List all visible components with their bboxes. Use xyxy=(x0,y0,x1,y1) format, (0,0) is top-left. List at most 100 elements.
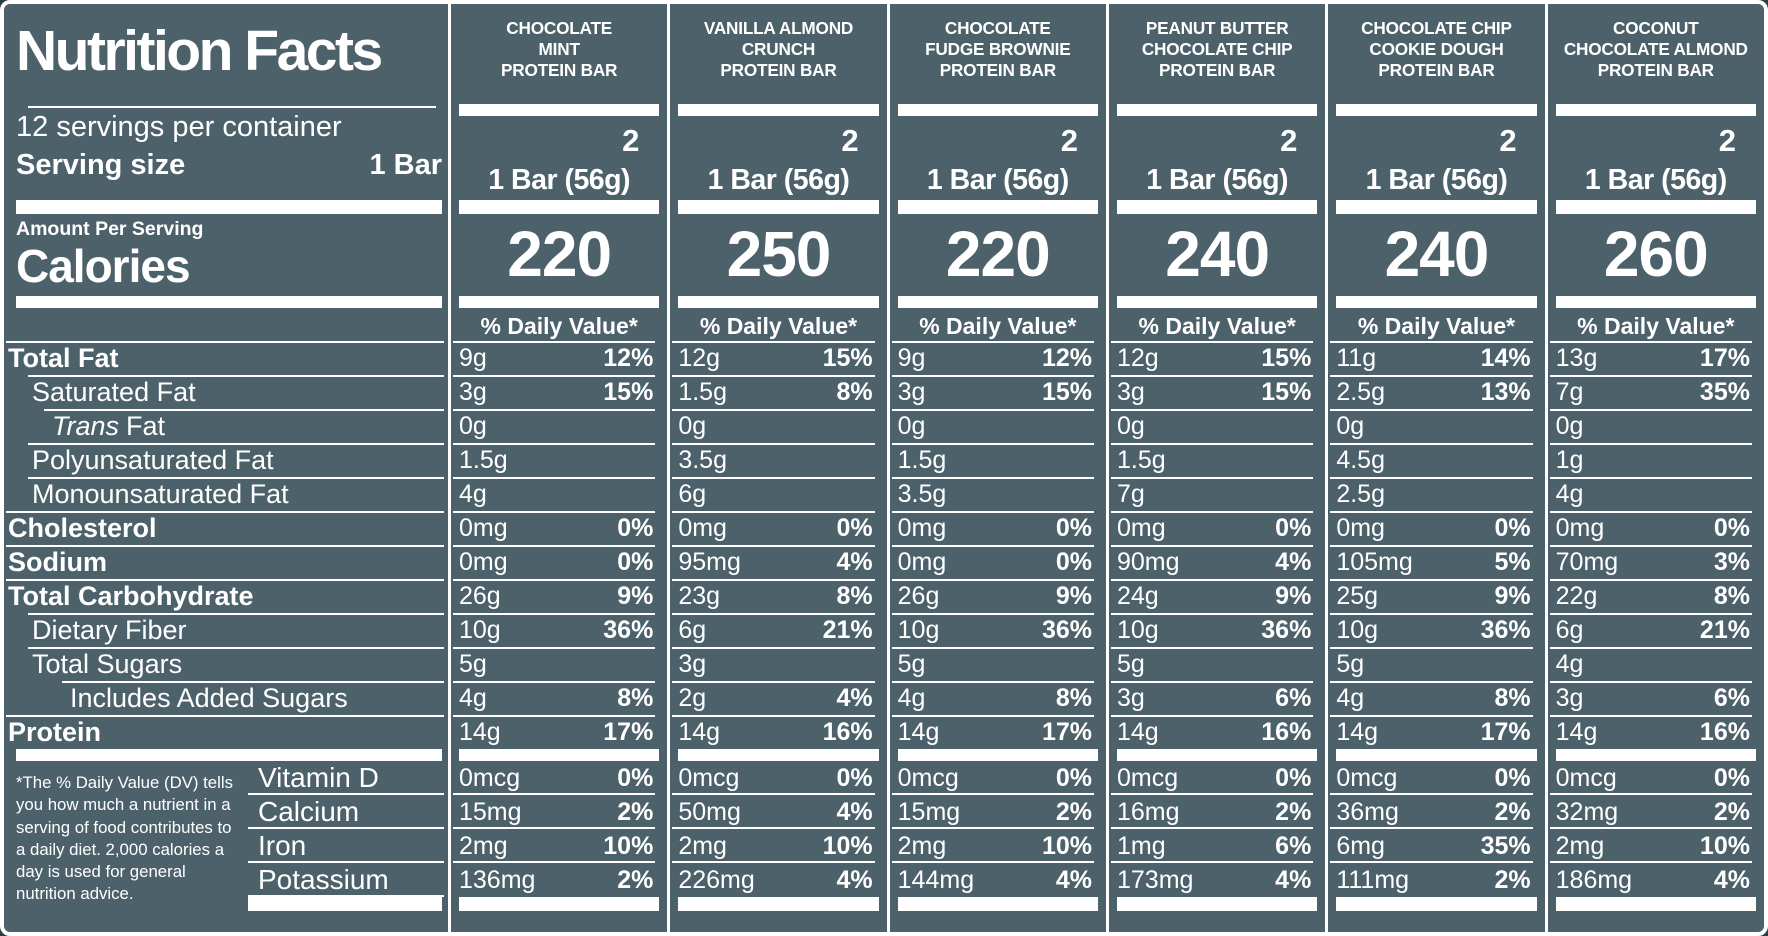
nutrient-daily-value: 17% xyxy=(1699,344,1750,372)
nutrient-daily-value: 12% xyxy=(603,344,654,372)
nutrient-labels: Total Fat Saturated Fat Trans Fat Polyunsatu… xyxy=(4,341,448,749)
nutrient-amount: 0mcg xyxy=(459,764,521,792)
nutrient-row: 10g 36% xyxy=(451,613,667,647)
nutrient-row: 3g 6% xyxy=(1548,681,1764,715)
bottom-bar xyxy=(1336,897,1537,911)
product-column: VANILLA ALMOND CRUNCH PROTEIN BAR 2 1 Bar … xyxy=(667,4,886,932)
nutrient-row: 0g xyxy=(451,409,667,443)
product-name-line: CHOCOLATE xyxy=(506,18,613,38)
daily-value-header: % Daily Value* xyxy=(1357,313,1516,339)
nutrient-label: Total Carbohydrate xyxy=(8,581,254,611)
nutrient-row: 14g 16% xyxy=(670,715,886,749)
product-name-line: CHOCOLATE CHIP xyxy=(1141,39,1293,59)
nutrient-daily-value: 0% xyxy=(617,764,654,792)
nutrient-amount: 5g xyxy=(459,650,487,678)
micronutrient-row: 1mg 6% xyxy=(1109,829,1325,863)
nutrient-row: 6g xyxy=(670,477,886,511)
nutrient-amount: 5g xyxy=(897,650,926,678)
nutrient-daily-value: 15% xyxy=(1261,344,1312,372)
nutrient-amount: 3g xyxy=(678,650,707,678)
nutrient-amount: 15mg xyxy=(897,798,961,826)
product-serving-size: 1 Bar (56g) xyxy=(1146,164,1289,196)
nutrient-label: Fat xyxy=(126,411,166,441)
nutrient-amount: 25g xyxy=(1336,582,1379,610)
nutrient-daily-value: 3% xyxy=(1713,548,1750,576)
nutrient-amount: 2mg xyxy=(1555,832,1605,860)
nutrient-row: 5g xyxy=(890,647,1106,681)
divider-bar xyxy=(897,296,1098,308)
nutrient-label: Monounsaturated Fat xyxy=(32,479,289,509)
calories-section: Amount Per Serving Calories xyxy=(4,214,448,296)
nutrient-amount: 4.5g xyxy=(1336,446,1385,474)
nutrient-daily-value: 15% xyxy=(1261,378,1312,406)
nutrient-amount: 12g xyxy=(678,344,721,372)
divider-bar xyxy=(459,296,660,308)
micronutrient-rows: 0mcg 0% 50mg 4% 2mg 10% 226mg 4% xyxy=(670,761,886,897)
nutrient-amount: 14g xyxy=(1116,718,1159,746)
nutrient-amount: 0mg xyxy=(678,514,727,542)
nutrient-daily-value: 9% xyxy=(1055,582,1092,610)
product-column: CHOCOLATE MINT PROTEIN BAR 2 1 Bar (56g) 2… xyxy=(448,4,667,932)
nutrient-daily-value: 0% xyxy=(1275,764,1312,792)
product-name-line: CRUNCH xyxy=(741,39,816,59)
nutrient-daily-value: 2% xyxy=(1275,798,1312,826)
product-serving-section: 2 1 Bar (56g) xyxy=(1548,104,1764,200)
nutrient-row: 12g 15% xyxy=(1109,341,1325,375)
product-calories-section: 240 xyxy=(1109,214,1325,296)
nutrient-amount: 4g xyxy=(897,684,926,712)
nutrient-amount: 4g xyxy=(1555,650,1584,678)
nutrient-row: 0mg 0% xyxy=(1109,511,1325,545)
nutrient-daily-value: 14% xyxy=(1480,344,1531,372)
divider-bar xyxy=(16,200,442,214)
nutrient-row: 70mg 3% xyxy=(1548,545,1764,579)
nutrient-amount: 173mg xyxy=(1116,866,1194,894)
nutrient-amount: 6g xyxy=(1555,616,1584,644)
micronutrient-rows: 0mcg 0% 36mg 2% 6mg 35% 111mg 2% xyxy=(1328,761,1544,897)
nutrient-row: 4g xyxy=(1548,647,1764,681)
nutrient-daily-value: 10% xyxy=(1699,832,1750,860)
serving-size-line: Serving size 1 Bar xyxy=(16,146,442,184)
product-name-line: CHOCOLATE CHIP xyxy=(1361,18,1512,38)
nutrient-amount: 6mg xyxy=(1336,832,1385,860)
divider-bar xyxy=(459,200,660,214)
nutrient-daily-value: 2% xyxy=(1713,798,1750,826)
product-name: PEANUT BUTTER CHOCOLATE CHIP PROTEIN BAR xyxy=(1109,12,1325,104)
micronutrient-rows: 0mcg 0% 32mg 2% 2mg 10% 186mg 4% xyxy=(1548,761,1764,897)
divider-bar xyxy=(897,200,1098,214)
nutrient-amount: 0g xyxy=(1336,412,1365,440)
micronutrient-row: 136mg 2% xyxy=(451,863,667,897)
daily-value-header: % Daily Value* xyxy=(699,313,858,339)
product-calories-value: 220 xyxy=(945,218,1051,290)
nutrient-daily-value: 10% xyxy=(1041,832,1092,860)
micronutrient-row: 186mg 4% xyxy=(1548,863,1764,897)
divider-bar xyxy=(897,749,1098,761)
micronutrient-rows: 0mcg 0% 16mg 2% 1mg 6% 173mg 4% xyxy=(1109,761,1325,897)
product-name: CHOCOLATE CHIP COOKIE DOUGH PROTEIN BAR xyxy=(1328,12,1544,104)
nutrient-daily-value: 17% xyxy=(1041,718,1092,746)
nutrient-row: 0g xyxy=(670,409,886,443)
nutrient-daily-value: 0% xyxy=(1275,514,1312,542)
product-serving-size: 1 Bar (56g) xyxy=(488,164,631,196)
micronutrient-row: 0mcg 0% xyxy=(670,761,886,795)
nutrient-amount: 3g xyxy=(1116,684,1145,712)
nutrient-amount: 3g xyxy=(1116,378,1145,406)
product-servings-count: 2 xyxy=(841,123,859,158)
nutrient-row: 10g 36% xyxy=(890,613,1106,647)
nutrient-rows: 9g 12% 3g 15% 0g 1.5g 4g 0mg 0% 0mg 0% 26g 9% 10g 36% 5… xyxy=(451,341,667,749)
nutrient-label: Cholesterol xyxy=(8,513,157,543)
nutrient-amount: 2mg xyxy=(459,832,508,860)
bottom-bar xyxy=(1555,897,1756,911)
nutrient-amount: 26g xyxy=(459,582,501,610)
product-columns: CHOCOLATE MINT PROTEIN BAR 2 1 Bar (56g) 2… xyxy=(448,4,1764,932)
nutrient-row: 14g 17% xyxy=(1328,715,1544,749)
product-name-line: COCONUT xyxy=(1613,18,1699,38)
nutrient-row: 3g 15% xyxy=(1109,375,1325,409)
nutrient-amount: 1mg xyxy=(1116,832,1166,860)
nutrient-daily-value: 4% xyxy=(1275,548,1312,576)
nutrient-daily-value: 8% xyxy=(836,378,873,406)
nutrient-row: 1.5g xyxy=(890,443,1106,477)
nutrient-amount: 2mg xyxy=(678,832,727,860)
nutrient-amount: 3g xyxy=(459,378,487,406)
nutrient-row: 2g 4% xyxy=(670,681,886,715)
nutrient-row: 0mg 0% xyxy=(451,545,667,579)
